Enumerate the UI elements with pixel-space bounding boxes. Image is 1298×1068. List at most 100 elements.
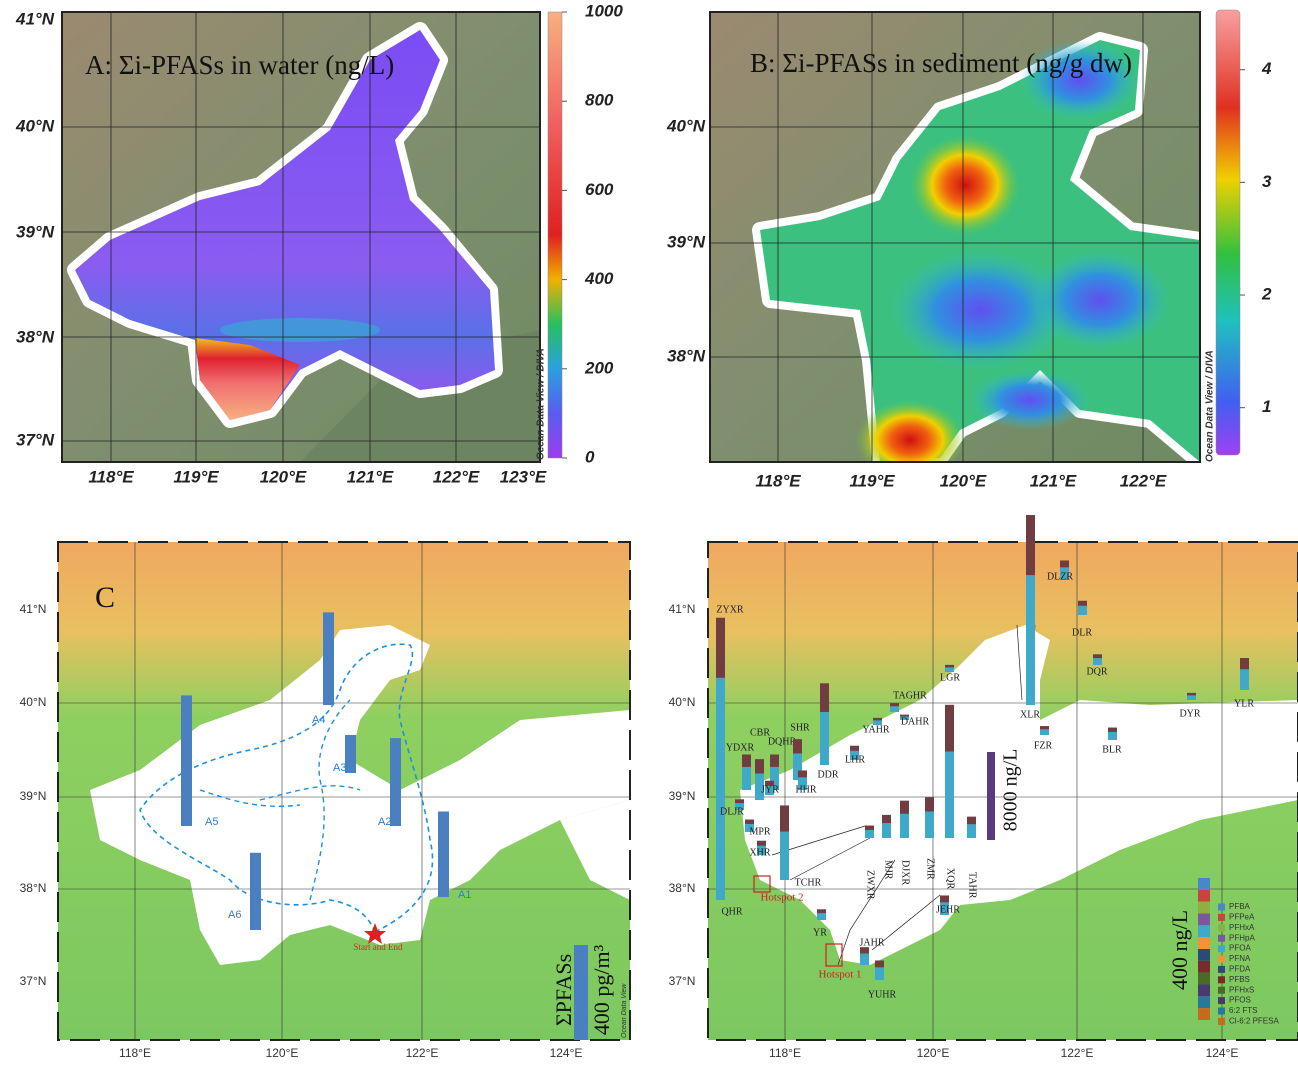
- river-label: JEHR: [936, 904, 960, 915]
- transect-bar: [323, 612, 334, 705]
- river-label: YLR: [1234, 698, 1254, 709]
- lat-label: 37°N: [16, 430, 55, 449]
- river-label: XHR: [749, 847, 770, 858]
- lon-label: 120°E: [260, 467, 307, 486]
- transect-label: A3: [333, 762, 346, 774]
- lon-label: 122°E: [433, 467, 480, 486]
- hotspot-label: Hotspot 2: [760, 892, 803, 904]
- panel-title: A: Σi-PFASs in water (ng/L): [85, 50, 394, 80]
- river-bar-top: [1093, 654, 1102, 658]
- river-label: DQR: [1086, 666, 1107, 677]
- river-bar-top: [745, 820, 754, 824]
- start-label: Start and End: [354, 942, 403, 952]
- legend-swatch: [1218, 904, 1225, 911]
- river-bar-top: [770, 755, 779, 767]
- credit: Ocean Data View: [621, 983, 628, 1038]
- legend-swatch-bar: [1198, 937, 1210, 949]
- river-bar-top: [850, 746, 859, 751]
- legend-swatch: [1218, 987, 1225, 994]
- lon-label: 118°E: [88, 467, 134, 486]
- scale-label: 8000 ng/L: [1000, 749, 1022, 832]
- legend-entry: PFBA: [1229, 902, 1251, 911]
- transect-label: A5: [205, 816, 218, 828]
- lon-label: 123°E: [500, 467, 547, 486]
- river-bar-top: [1108, 728, 1117, 732]
- lon-label: 119°E: [849, 471, 895, 490]
- lat-label: 39°N: [667, 232, 706, 251]
- river-bar-top: [1026, 515, 1035, 575]
- river-bar-top: [945, 665, 954, 667]
- lon-label: 118°E: [755, 471, 801, 490]
- lat-label: 38°N: [20, 881, 47, 895]
- river-bar-top: [882, 815, 891, 823]
- transect-bar: [438, 812, 449, 898]
- river-label: BLR: [1102, 744, 1122, 755]
- lon-label: 122°E: [1061, 1046, 1094, 1060]
- lon-label: 124°E: [550, 1046, 583, 1060]
- transect-label: A1: [458, 889, 471, 901]
- river-label: DDR: [817, 769, 838, 780]
- legend-entry: PFHxS: [1229, 985, 1254, 994]
- river-label: DLR: [1072, 627, 1092, 638]
- river-bar-top: [873, 718, 882, 720]
- river-bar-top: [925, 797, 934, 811]
- lon-label: 121°E: [1030, 471, 1077, 490]
- legend-entry: PFOA: [1229, 944, 1251, 953]
- river-label: TCHR: [795, 877, 822, 888]
- transect-bar: [390, 738, 401, 826]
- river-label: DQHR: [768, 736, 797, 747]
- river-bar-top: [900, 801, 909, 814]
- river-label: SHR: [790, 722, 810, 733]
- lon-label: 119°E: [173, 467, 219, 486]
- lon-label: 122°E: [1120, 471, 1167, 490]
- map-c: [58, 542, 630, 1040]
- river-label: DLJR: [720, 806, 744, 817]
- river-bar-top: [757, 841, 766, 846]
- legend-entry: PFHpA: [1229, 933, 1255, 942]
- legend-entry: Cl-6:2 PFESA: [1229, 1017, 1279, 1026]
- legend-swatch: [1218, 966, 1225, 973]
- colorbar: [548, 12, 562, 458]
- river-bar-top: [798, 770, 807, 777]
- lat-label: 37°N: [669, 974, 696, 988]
- river-label: DJXR: [900, 860, 911, 885]
- river-label: TAGHR: [893, 690, 927, 701]
- credit: Ocean Data View / DIVA: [1205, 350, 1216, 462]
- legend-swatch-bar: [1198, 973, 1210, 985]
- river-label: ZMR: [925, 858, 936, 880]
- colorbar-label: 600: [585, 180, 614, 199]
- river-label: QHR: [721, 906, 742, 917]
- river-label: HHR: [795, 784, 816, 795]
- figure: A: Σi-PFASs in water (ng/L)41°N40°N39°N3…: [0, 0, 1298, 1063]
- river-label: YUHR: [868, 989, 897, 1000]
- legend-swatch-bar: [1198, 949, 1210, 961]
- colorbar-label: 0: [585, 447, 595, 466]
- transect-bar: [181, 695, 192, 826]
- legend-swatch-bar: [1198, 985, 1210, 997]
- river-bar-top: [793, 739, 802, 753]
- lat-label: 39°N: [20, 789, 47, 803]
- lon-label: 118°E: [119, 1046, 151, 1060]
- river-label: TAHR: [967, 872, 978, 899]
- panel-title: B: Σi-PFASs in sediment (ng/g dw): [750, 48, 1132, 78]
- river-label: YDXR: [726, 742, 755, 753]
- legend-swatch: [1218, 956, 1225, 963]
- lon-label: 122°E: [406, 1046, 439, 1060]
- legend-entry: PFPeA: [1229, 913, 1255, 922]
- lat-label: 38°N: [669, 881, 696, 895]
- river-bar-top: [716, 618, 725, 678]
- river-bar-top: [1040, 726, 1049, 729]
- legend-swatch-bar: [1198, 902, 1210, 914]
- lat-label: 37°N: [20, 974, 47, 988]
- colorbar-label: 2: [1261, 285, 1272, 304]
- river-label: ZYXR: [716, 604, 744, 615]
- river-label: ZWXR: [865, 870, 876, 900]
- river-label: MPR: [749, 826, 770, 837]
- river-label: LGR: [940, 672, 960, 683]
- lat-label: 41°N: [20, 602, 47, 616]
- river-label: DLZR: [1047, 571, 1073, 582]
- legend-entry: PFDA: [1229, 965, 1251, 974]
- river-bar-top: [967, 817, 976, 824]
- colorbar-label: 800: [585, 91, 614, 110]
- lon-label: 120°E: [940, 471, 987, 490]
